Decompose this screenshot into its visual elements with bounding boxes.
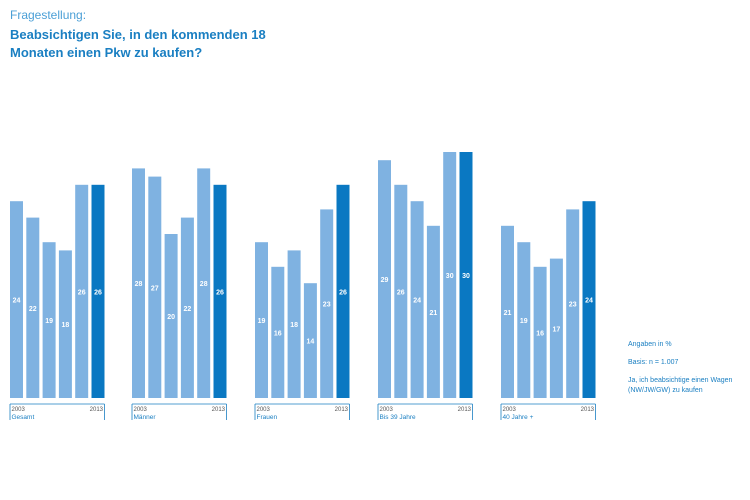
kicker-label: Fragestellung: (10, 8, 87, 22)
bar (336, 184, 350, 398)
group-label: Männer (134, 414, 157, 421)
data-label: 26 (397, 289, 405, 296)
tick-label: 2003 (12, 407, 26, 413)
data-label: 26 (339, 289, 347, 296)
data-label: 30 (446, 273, 454, 280)
data-label: 19 (520, 318, 528, 325)
unit-note: Angaben in % (628, 341, 672, 348)
data-label: 26 (94, 289, 102, 296)
data-label: 22 (29, 306, 37, 313)
tick-label: 2013 (581, 407, 595, 413)
data-label: 17 (553, 326, 561, 333)
data-label: 20 (167, 314, 175, 321)
basis-note: Basis: n = 1.007 (628, 359, 679, 366)
bar (213, 184, 227, 398)
data-label: 28 (200, 281, 208, 288)
data-label: 19 (258, 318, 266, 325)
tick-label: 2013 (335, 407, 349, 413)
data-label: 14 (307, 339, 315, 346)
bar (255, 242, 268, 398)
bar (443, 152, 457, 398)
bar (501, 225, 514, 398)
bar (582, 201, 596, 398)
bar (410, 201, 424, 398)
bar (533, 266, 547, 398)
bar (180, 217, 194, 398)
question-title: Beabsichtigen Sie, in den kommenden 18 M… (10, 27, 266, 60)
tick-label: 2003 (380, 407, 394, 413)
data-label: 22 (184, 306, 192, 313)
data-label: 24 (585, 298, 593, 305)
data-label: 26 (216, 289, 224, 296)
group-label: Gesamt (12, 414, 35, 421)
tick-label: 2013 (212, 407, 226, 413)
data-label: 28 (135, 281, 143, 288)
data-label: 16 (274, 330, 282, 337)
bar (459, 152, 473, 398)
tick-label: 2003 (257, 407, 271, 413)
bar (197, 168, 211, 398)
legend-note: Ja, ich beabsichtige einen Wagen (NW/JW/… (628, 377, 733, 394)
data-label: 24 (413, 298, 421, 305)
bar (132, 168, 145, 398)
tick-label: 2003 (134, 407, 148, 413)
data-label: 23 (569, 302, 577, 309)
bar (10, 201, 23, 398)
chart-notes: Angaben in % Basis: n = 1.007 Ja, ich be… (628, 340, 746, 404)
bar (517, 242, 531, 398)
data-label: 21 (430, 310, 438, 317)
bar (26, 217, 40, 398)
bar (42, 242, 56, 398)
bar (91, 184, 105, 398)
bar (378, 160, 391, 398)
bar (394, 184, 408, 398)
data-label: 21 (504, 310, 512, 317)
header: Fragestellung: Beabsichtigen Sie, in den… (10, 8, 270, 62)
data-label: 27 (151, 285, 159, 292)
data-label: 16 (536, 330, 544, 337)
data-label: 18 (290, 322, 298, 329)
bar (287, 250, 301, 398)
group-label: Frauen (257, 414, 278, 421)
bar (320, 209, 334, 398)
bar (58, 250, 72, 398)
tick-label: 2013 (458, 407, 472, 413)
bar (75, 184, 89, 398)
data-label: 26 (78, 289, 86, 296)
data-label: 24 (13, 298, 21, 305)
tick-label: 2003 (503, 407, 517, 413)
data-label: 30 (462, 273, 470, 280)
bar (164, 234, 178, 398)
bar (426, 225, 440, 398)
bar (271, 266, 285, 398)
data-label: 18 (62, 322, 70, 329)
bar (549, 258, 563, 398)
tick-label: 2013 (90, 407, 104, 413)
bar (303, 283, 317, 398)
group-label: 40 Jahre + (503, 414, 534, 421)
data-label: 19 (45, 318, 53, 325)
data-label: 23 (323, 302, 331, 309)
data-label: 29 (381, 277, 389, 284)
group-label: Bis 39 Jahre (380, 414, 417, 421)
bar (148, 176, 162, 398)
bar (566, 209, 580, 398)
